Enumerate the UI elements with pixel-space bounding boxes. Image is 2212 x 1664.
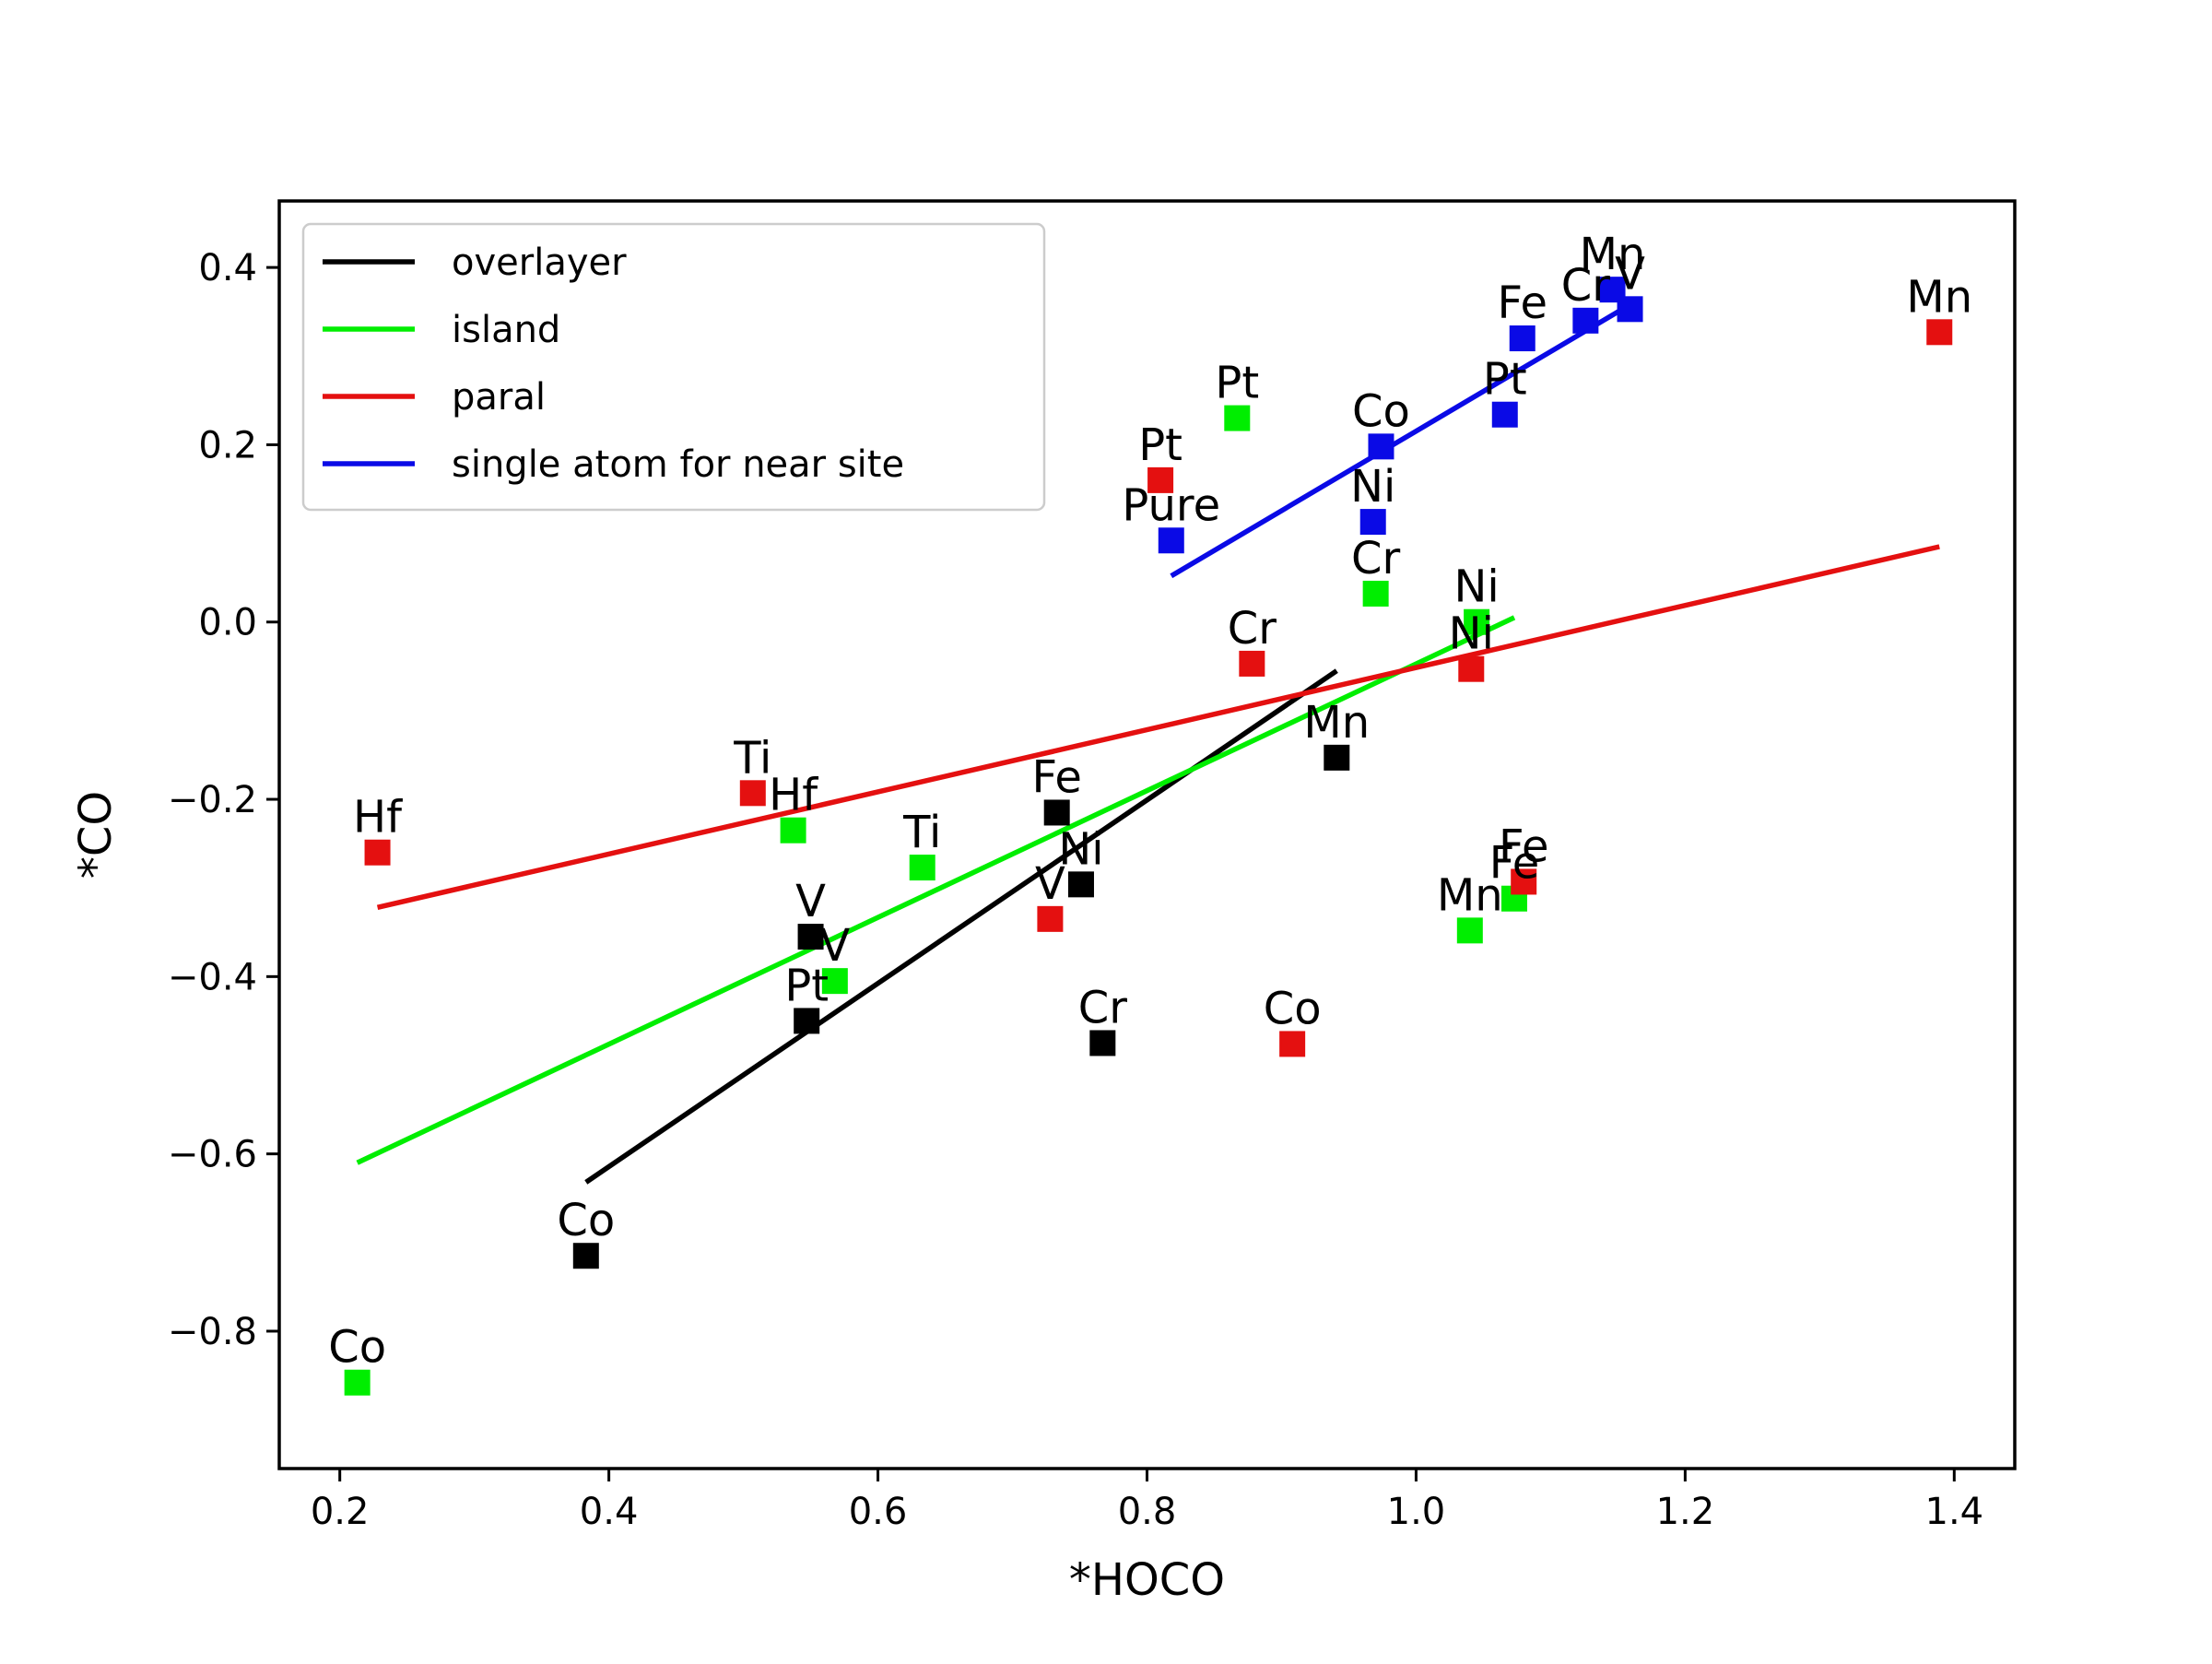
point-label-overlayer-cr: Cr xyxy=(1078,982,1128,1033)
point-single-atom-for-near-site-co xyxy=(1368,433,1394,460)
point-island-pt xyxy=(1224,405,1251,431)
point-label-paral-ni: Ni xyxy=(1449,608,1494,660)
point-single-atom-for-near-site-cr xyxy=(1572,307,1599,334)
point-paral-co xyxy=(1279,1031,1306,1057)
legend-label-overlayer: overlayer xyxy=(452,242,627,284)
point-overlayer-pt xyxy=(794,1008,820,1034)
fit-lines xyxy=(356,302,1940,1185)
point-label-paral-ti: Ti xyxy=(733,732,771,784)
point-paral-mn xyxy=(1926,319,1953,346)
point-label-paral-v: V xyxy=(1035,858,1065,910)
point-island-hf xyxy=(780,817,806,844)
legend-label-island: island xyxy=(452,309,560,351)
x-axis-ticks: 0.2 0.4 0.6 0.8 1.0 1.2 1.4 xyxy=(311,1469,1983,1533)
point-island-ti xyxy=(909,855,935,881)
point-label-island-cr: Cr xyxy=(1351,533,1401,584)
point-label-overlayer-fe: Fe xyxy=(1031,751,1082,803)
x-axis-label: *HOCO xyxy=(1069,1554,1225,1606)
point-overlayer-cr xyxy=(1089,1030,1116,1056)
point-label-overlayer-ni: Ni xyxy=(1058,823,1103,875)
fit-line-paral xyxy=(376,544,1940,911)
point-label-single-atom-for-near-site-fe: Fe xyxy=(1497,277,1547,329)
point-label-single-atom-for-near-site-ni: Ni xyxy=(1350,461,1395,513)
fit-line-single-atom-for-near-site xyxy=(1170,302,1631,579)
y-tick-label: −0.2 xyxy=(168,779,257,821)
point-island-v xyxy=(821,968,848,995)
x-tick-label: 1.0 xyxy=(1387,1491,1446,1533)
y-tick-label: −0.8 xyxy=(168,1311,257,1353)
point-island-mn xyxy=(1456,917,1483,944)
point-paral-fe xyxy=(1511,868,1537,895)
point-label-island-hf: Hf xyxy=(769,770,818,821)
point-single-atom-for-near-site-fe xyxy=(1509,325,1535,352)
point-label-overlayer-v: V xyxy=(795,876,826,927)
point-single-atom-for-near-site-v xyxy=(1617,296,1643,323)
x-tick-label: 0.6 xyxy=(849,1491,908,1533)
point-label-paral-fe: Fe xyxy=(1499,820,1549,872)
point-label-overlayer-mn: Mn xyxy=(1303,697,1370,749)
data-points xyxy=(344,277,1953,1396)
x-tick-label: 0.2 xyxy=(311,1491,370,1533)
y-tick-label: 0.2 xyxy=(198,424,257,466)
point-label-paral-co: Co xyxy=(1264,983,1322,1034)
legend-label-single-atom-for-near-site: single atom for near site xyxy=(452,443,904,486)
point-label-overlayer-pt: Pt xyxy=(784,960,829,1011)
point-label-single-atom-for-near-site-pure: Pure xyxy=(1122,479,1220,531)
point-paral-v xyxy=(1037,905,1064,932)
fit-line-island xyxy=(356,615,1516,1165)
point-paral-ni xyxy=(1458,655,1485,682)
y-axis-label: *CO xyxy=(70,791,122,879)
point-overlayer-ni xyxy=(1067,871,1094,898)
point-paral-pt xyxy=(1147,466,1174,493)
point-single-atom-for-near-site-pure xyxy=(1158,527,1184,554)
point-label-paral-pt: Pt xyxy=(1138,419,1182,471)
point-label-island-mn: Mn xyxy=(1437,869,1503,921)
point-label-island-v: V xyxy=(819,920,850,972)
x-tick-label: 1.2 xyxy=(1656,1491,1715,1533)
x-tick-label: 0.4 xyxy=(580,1491,639,1533)
point-overlayer-mn xyxy=(1324,744,1350,771)
point-label-island-pt: Pt xyxy=(1215,358,1259,409)
point-overlayer-v xyxy=(797,924,824,950)
y-tick-label: 0.4 xyxy=(198,247,257,289)
point-paral-hf xyxy=(364,839,391,866)
point-label-island-ni: Ni xyxy=(1453,561,1499,613)
legend: overlayer island paral single atom for near… xyxy=(301,222,1046,512)
point-label-single-atom-for-near-site-mn: Mn xyxy=(1580,229,1646,280)
point-label-single-atom-for-near-site-pt: Pt xyxy=(1483,354,1527,406)
y-tick-label: 0.0 xyxy=(198,602,257,644)
point-label-paral-cr: Cr xyxy=(1228,603,1277,655)
point-label-single-atom-for-near-site-cr: Cr xyxy=(1561,260,1611,312)
point-label-single-atom-for-near-site-co: Co xyxy=(1352,385,1410,437)
legend-label-paral: paral xyxy=(452,376,546,419)
point-overlayer-fe xyxy=(1043,799,1070,826)
point-label-paral-hf: Hf xyxy=(353,792,403,844)
point-island-cr xyxy=(1362,580,1389,607)
y-tick-label: −0.4 xyxy=(168,956,257,998)
x-tick-label: 0.8 xyxy=(1118,1491,1177,1533)
fit-line-overlayer xyxy=(584,668,1338,1185)
point-label-overlayer-co: Co xyxy=(557,1195,615,1246)
point-label-island-ti: Ti xyxy=(902,807,941,858)
point-single-atom-for-near-site-ni xyxy=(1359,509,1386,536)
point-label-island-co: Co xyxy=(328,1322,386,1374)
point-label-single-atom-for-near-site-v: V xyxy=(1615,248,1645,300)
point-overlayer-co xyxy=(572,1243,599,1269)
point-paral-cr xyxy=(1239,650,1265,677)
point-label-paral-mn: Mn xyxy=(1906,271,1972,323)
point-labels: CoVPtFeNiCrMnCoHfVTiPtCrNiMnFeHfTiPtCrVC… xyxy=(328,229,1972,1374)
point-paral-ti xyxy=(739,780,766,807)
legend-box xyxy=(301,222,1046,512)
point-label-island-fe: Fe xyxy=(1489,838,1540,890)
point-single-atom-for-near-site-pt xyxy=(1491,401,1518,428)
point-island-co xyxy=(344,1369,371,1396)
y-axis-ticks: 0.4 0.2 0.0 −0.2 −0.4 −0.6 −0.8 xyxy=(168,247,279,1353)
y-tick-label: −0.6 xyxy=(168,1134,257,1176)
x-tick-label: 1.4 xyxy=(1925,1491,1984,1533)
point-island-ni xyxy=(1464,608,1490,635)
